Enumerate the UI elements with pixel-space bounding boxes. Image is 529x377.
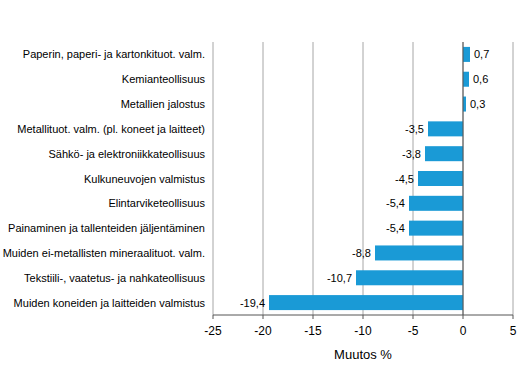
data-label: -5,4	[386, 197, 405, 209]
data-label: 0,6	[473, 73, 488, 85]
bar	[425, 146, 463, 161]
tick-mark	[213, 315, 214, 319]
data-label: -5,4	[386, 222, 405, 234]
tick-mark	[513, 315, 514, 319]
tick-label: -15	[304, 324, 322, 338]
tick-mark	[263, 315, 264, 319]
bar	[269, 295, 463, 310]
data-label: 0,7	[474, 48, 489, 60]
category-label: Metallien jalostus	[121, 98, 206, 110]
category-label: Sähkö- ja elektroniikkateollisuus	[48, 148, 205, 160]
bars	[269, 47, 470, 310]
data-label: -3,5	[405, 123, 424, 135]
tick-label: 5	[510, 324, 517, 338]
tick-label: -5	[408, 324, 419, 338]
category-label: Paperin, paperi- ja kartonkituot. valm.	[23, 48, 205, 60]
tick-label: -20	[254, 324, 272, 338]
tick-mark	[363, 315, 364, 319]
data-label: -10,7	[327, 272, 352, 284]
category-label: Muiden koneiden ja laitteiden valmistus	[14, 297, 206, 309]
tick-label: 0	[460, 324, 467, 338]
bar	[428, 121, 463, 136]
x-axis	[213, 315, 513, 316]
category-label: Muiden ei-metallisten mineraalituot. val…	[3, 247, 205, 259]
grid-line	[313, 42, 314, 315]
tick-mark	[413, 315, 414, 319]
data-label: -8,8	[352, 247, 371, 259]
grid-line	[213, 42, 214, 315]
zero-line	[463, 42, 464, 315]
category-label: Kulkuneuvojen valmistus	[84, 173, 206, 185]
bar	[418, 171, 463, 186]
tick-mark	[463, 315, 464, 319]
category-label: Elintarviketeollisuus	[108, 197, 205, 209]
data-label: -3,8	[402, 148, 421, 160]
bar	[409, 196, 463, 211]
category-label: Painaminen ja tallenteiden jäljentäminen	[8, 222, 205, 234]
bar	[356, 270, 463, 285]
data-label: -19,4	[240, 297, 265, 309]
grid-line	[463, 42, 464, 315]
category-label: Kemianteollisuus	[122, 73, 206, 85]
data-label: -4,5	[395, 173, 414, 185]
bar	[463, 47, 470, 62]
bar	[463, 72, 469, 87]
category-label: Tekstiili-, vaatetus- ja nahkateollisuus	[24, 272, 205, 284]
axis-title: Muutos %	[334, 347, 392, 362]
tick-label: -10	[354, 324, 372, 338]
bar	[409, 221, 463, 236]
chart: -25 -20 -15 -10 -5 0 5 Paperin, paperi- ja kart…	[0, 0, 529, 377]
data-label: 0,3	[470, 98, 485, 110]
grid-line	[263, 42, 264, 315]
grid-line	[513, 42, 514, 315]
bar	[375, 245, 463, 260]
tick-label: -25	[204, 324, 222, 338]
tick-mark	[313, 315, 314, 319]
category-label: Metallituot. valm. (pl. koneet ja laitte…	[17, 123, 205, 135]
